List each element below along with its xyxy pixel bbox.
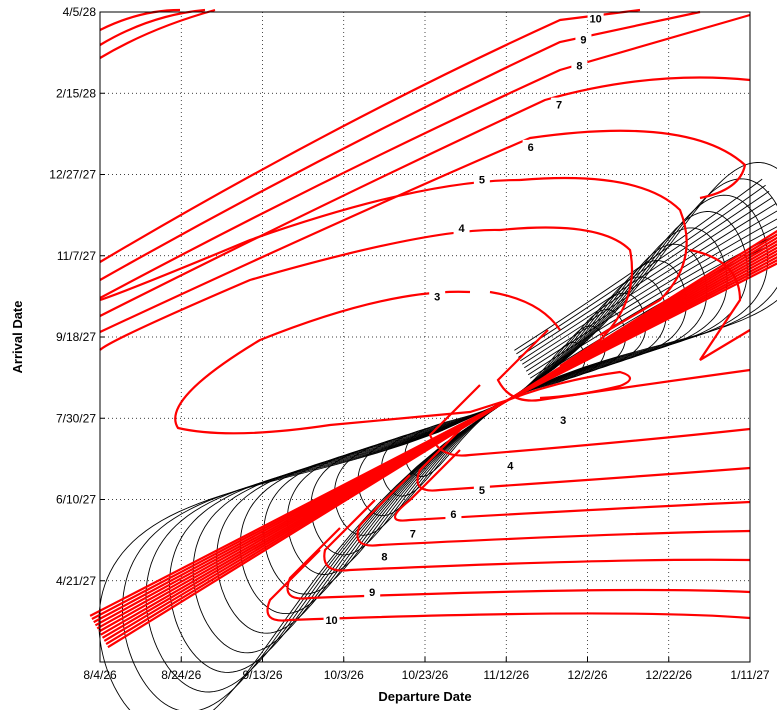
y-tick-label: 4/21/27: [56, 574, 96, 588]
contour-label-bg: [376, 549, 393, 563]
red-contour-loop-3: [174, 290, 509, 435]
x-tick-label: 8/24/26: [161, 668, 201, 682]
black-contour-lobe-lower-left: [98, 399, 509, 710]
y-tick-labels: 4/21/27 6/10/27 7/30/27 9/18/27 11/7/27 12/27…: [49, 5, 96, 588]
contour-label-bg: [571, 58, 588, 72]
contour-label: 3: [434, 291, 440, 303]
y-tick-label: 9/18/27: [56, 330, 96, 344]
contour-label: 9: [369, 587, 375, 599]
black-contour-diagonal: [527, 226, 777, 376]
red-contour-lower: [323, 499, 751, 572]
contour-label: 10: [590, 14, 602, 26]
contour-label-bg: [429, 289, 446, 303]
contour-label: 4: [507, 460, 514, 472]
contour-label-bg: [473, 482, 490, 496]
red-contour-band: [99, 8, 206, 46]
contour-label-bg: [364, 585, 381, 599]
red-contour-lower: [416, 419, 751, 492]
x-axis-title: Departure Date: [378, 689, 471, 704]
black-contour-lobe-lower-left: [122, 399, 509, 710]
contour-label-bg: [404, 526, 421, 540]
red-contour-lines: [89, 8, 777, 649]
contour-label-bg: [473, 172, 490, 186]
contour-label-bg: [575, 32, 592, 46]
red-contour-lower: [393, 449, 751, 522]
red-contour-loop-4b: [499, 226, 634, 367]
contour-label: 5: [479, 174, 485, 186]
red-contour-band: [99, 8, 641, 263]
contour-label: 9: [580, 35, 586, 47]
red-contour-loop-5b: [519, 176, 688, 336]
plot-frame: [99, 11, 751, 663]
y-tick-label: 7/30/27: [56, 411, 96, 425]
red-contour-lower: [286, 527, 751, 600]
black-contour-diagonal: [516, 184, 766, 355]
contour-label-bg: [551, 97, 568, 111]
x-tick-label: 12/2/26: [567, 668, 607, 682]
red-contour-lower: [356, 474, 751, 547]
black-contour-diagonal: [518, 190, 770, 358]
x-tick-label: 10/23/26: [402, 668, 449, 682]
contour-labels: 10 9 8 7 6 5 4 3 3 4 5 6 7 8 9 10: [323, 11, 604, 627]
red-contour-loop-5: [99, 178, 521, 302]
y-tick-label: 4/5/28: [63, 5, 97, 19]
red-contour-band: [99, 13, 751, 299]
black-contour-diagonal: [520, 197, 773, 362]
x-tick-label: 9/13/26: [242, 668, 282, 682]
black-contour-diagonal: [522, 203, 777, 365]
red-contour-loop-3b: [489, 290, 561, 331]
y-axis-title: Arrival Date: [10, 301, 25, 374]
red-contour-loop-4: [99, 228, 501, 351]
black-contour-diagonal: [514, 178, 763, 351]
x-tick-label: 8/4/26: [83, 668, 117, 682]
red-contour-band: [99, 76, 751, 317]
contour-label: 8: [381, 551, 387, 563]
red-contour-band: [99, 10, 701, 281]
contour-label: 8: [576, 61, 582, 73]
red-contour-lower-3-inner: [507, 370, 632, 402]
contour-label: 5: [479, 485, 485, 497]
x-tick-label: 10/3/26: [324, 668, 364, 682]
contour-label-bg: [502, 458, 519, 472]
contour-label: 7: [556, 100, 562, 112]
y-tick-label: 12/27/27: [49, 168, 96, 182]
contour-label-bg: [522, 139, 539, 153]
contour-label-bg: [555, 412, 572, 426]
red-contour-right-edge: [689, 248, 751, 361]
contour-label-bg: [323, 612, 340, 626]
black-contour-lobe-right: [507, 162, 777, 401]
contour-label: 6: [528, 142, 534, 154]
x-tick-label: 12/22/26: [645, 668, 692, 682]
contour-label: 3: [560, 415, 566, 427]
contour-label: 7: [410, 529, 416, 541]
black-contour-diagonal: [525, 218, 777, 372]
y-tick-label: 2/15/28: [56, 86, 96, 100]
contour-label-bg: [453, 221, 470, 235]
contour-label: 6: [450, 509, 456, 521]
red-contour-lower: [266, 549, 751, 622]
y-tick-label: 11/7/27: [57, 249, 96, 263]
y-tick-label: 6/10/27: [56, 493, 96, 507]
contour-label: 4: [459, 223, 466, 235]
x-tick-labels: 8/4/26 8/24/26 9/13/26 10/3/26 10/23/26 11/12…: [83, 668, 770, 682]
black-contour-lobe-lower-left: [145, 399, 509, 693]
x-tick-label: 1/11/27: [730, 668, 769, 682]
red-contour-band: [99, 129, 747, 333]
red-contour-band: [99, 8, 181, 31]
contour-label-bg: [587, 11, 604, 25]
contour-label: 10: [325, 615, 337, 627]
x-tick-label: 11/12/26: [483, 668, 529, 682]
red-contour-band: [99, 8, 216, 59]
contour-label-bg: [445, 507, 462, 521]
